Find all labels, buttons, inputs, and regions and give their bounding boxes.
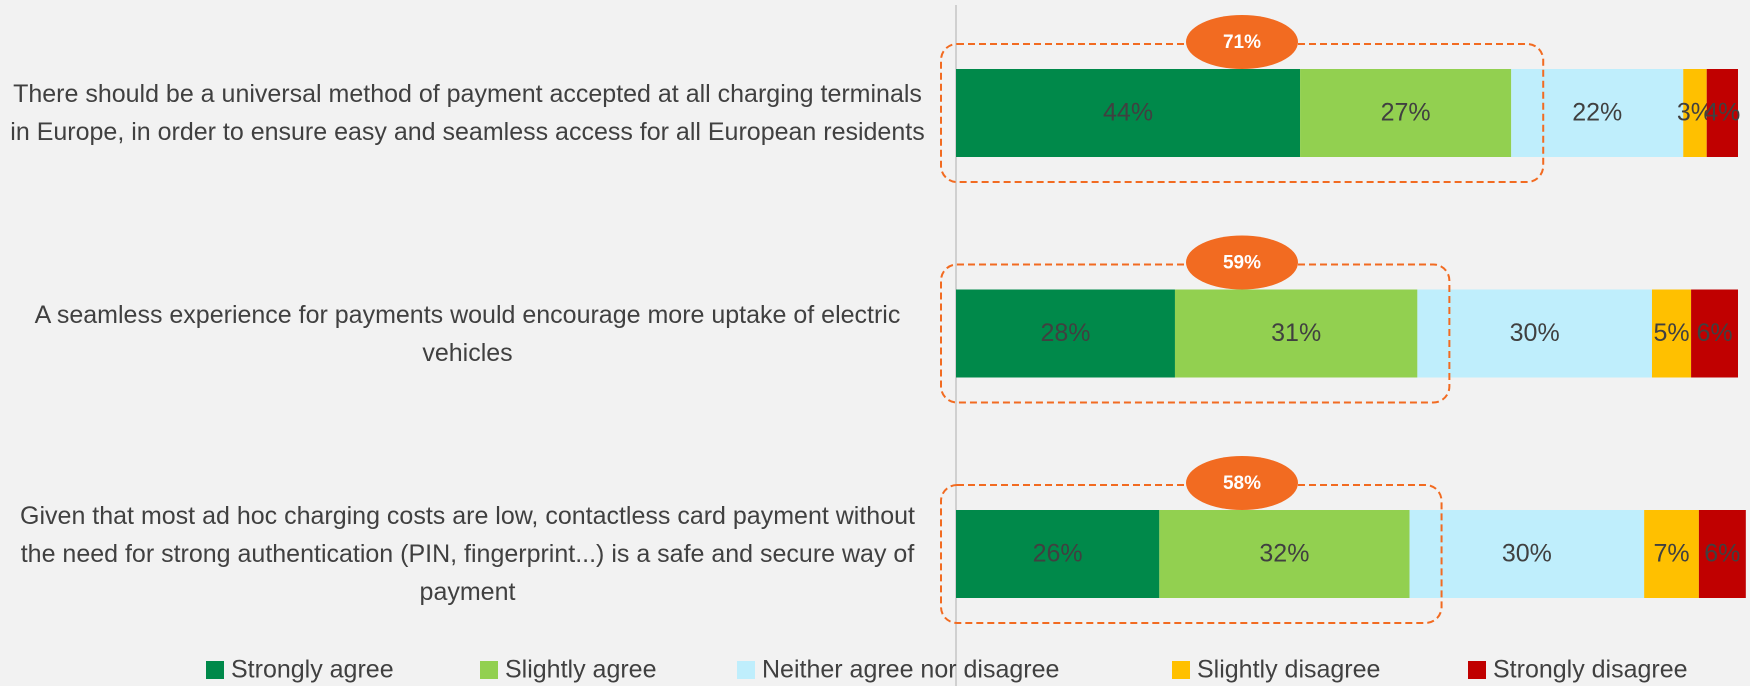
- bar-segment: [1511, 69, 1684, 157]
- value-label: 4%: [1704, 99, 1740, 127]
- legend-label: Strongly disagree: [1493, 656, 1688, 684]
- value-label: 44%: [1103, 99, 1153, 127]
- legend-label: Neither agree nor disagree: [762, 656, 1059, 684]
- value-label: 31%: [1271, 319, 1321, 347]
- bar-segment: [1683, 69, 1707, 157]
- legend-swatch: [1172, 661, 1190, 679]
- top-two-label: 58%: [1223, 473, 1261, 494]
- bar-segment: [956, 510, 1160, 598]
- bar-segment: [1409, 510, 1645, 598]
- value-label: 6%: [1696, 319, 1732, 347]
- bar-segment: [1159, 510, 1410, 598]
- bar-segment: [1698, 510, 1746, 598]
- top-two-badge: [1186, 15, 1298, 69]
- bar-segment: [1300, 69, 1512, 157]
- top-two-badge: [1186, 456, 1298, 510]
- legend-label: Slightly agree: [505, 656, 656, 684]
- bar-segment: [1174, 289, 1418, 378]
- top-two-label: 71%: [1223, 32, 1261, 53]
- value-label: 22%: [1572, 99, 1622, 127]
- top-two-label: 59%: [1223, 253, 1261, 274]
- category-label: There should be a universal method of pa…: [10, 80, 925, 146]
- value-label: 26%: [1033, 540, 1083, 568]
- bar-segment: [1706, 69, 1738, 157]
- category-label: A seamless experience for payments would…: [34, 300, 901, 367]
- value-label: 30%: [1510, 319, 1560, 347]
- value-label: 28%: [1040, 319, 1090, 347]
- bar-segment: [956, 69, 1301, 157]
- value-label: 30%: [1502, 540, 1552, 568]
- legend-swatch: [737, 661, 755, 679]
- value-label: 32%: [1259, 540, 1309, 568]
- legend-label: Slightly disagree: [1197, 656, 1380, 684]
- bar-segment: [1644, 510, 1699, 598]
- value-label: 7%: [1653, 540, 1689, 568]
- legend-label: Strongly agree: [231, 656, 394, 684]
- bar-segment: [1651, 289, 1692, 378]
- bar-segment: [1691, 289, 1738, 378]
- bar-segment: [956, 289, 1175, 378]
- legend-swatch: [206, 661, 224, 679]
- value-label: 27%: [1381, 99, 1431, 127]
- bar-segment: [1417, 289, 1652, 378]
- category-label: Given that most ad hoc charging costs ar…: [20, 502, 915, 606]
- top-two-badge: [1186, 235, 1298, 290]
- value-label: 6%: [1704, 540, 1740, 568]
- legend-swatch: [480, 661, 498, 679]
- top-two-box: [940, 263, 1451, 404]
- legend-swatch: [1468, 661, 1486, 679]
- value-label: 5%: [1653, 319, 1689, 347]
